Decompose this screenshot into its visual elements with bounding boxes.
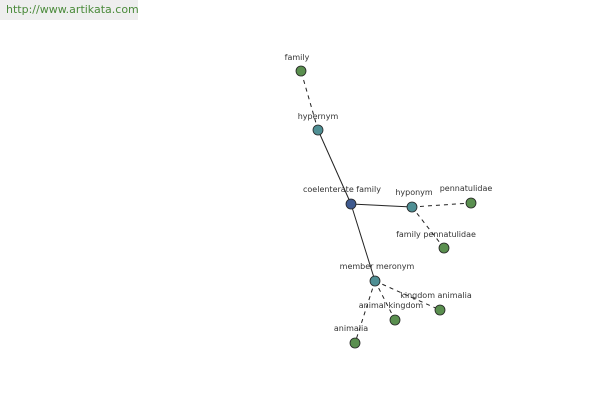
node-label[interactable]: hyponym [395, 188, 433, 197]
edge [300, 70, 319, 131]
node[interactable] [434, 304, 446, 316]
node[interactable] [295, 65, 307, 77]
node-label[interactable]: member meronym [340, 262, 415, 271]
node-label[interactable]: family [285, 53, 310, 62]
node[interactable] [312, 124, 324, 136]
node-label[interactable]: animalia [334, 324, 368, 333]
node[interactable] [349, 337, 361, 349]
edge [411, 202, 472, 208]
edge [411, 206, 445, 249]
node[interactable] [465, 197, 477, 209]
node[interactable] [389, 314, 401, 326]
edge [317, 129, 352, 205]
node-label[interactable]: pennatulidae [440, 184, 493, 193]
node-label[interactable]: hypernym [298, 112, 339, 121]
node[interactable] [345, 198, 357, 210]
node-label[interactable]: kingdom animalia [400, 291, 472, 300]
edge [350, 203, 413, 208]
node[interactable] [438, 242, 450, 254]
node-label[interactable]: coelenterate family [303, 185, 381, 194]
site-url[interactable]: http://www.artikata.com [0, 0, 139, 20]
node[interactable] [369, 275, 381, 287]
edge [354, 280, 376, 344]
node[interactable] [406, 201, 418, 213]
edge [374, 280, 441, 311]
node-label[interactable]: family pennatulidae [396, 230, 476, 239]
node-label[interactable]: animal kingdom [359, 301, 424, 310]
edge [350, 203, 376, 282]
